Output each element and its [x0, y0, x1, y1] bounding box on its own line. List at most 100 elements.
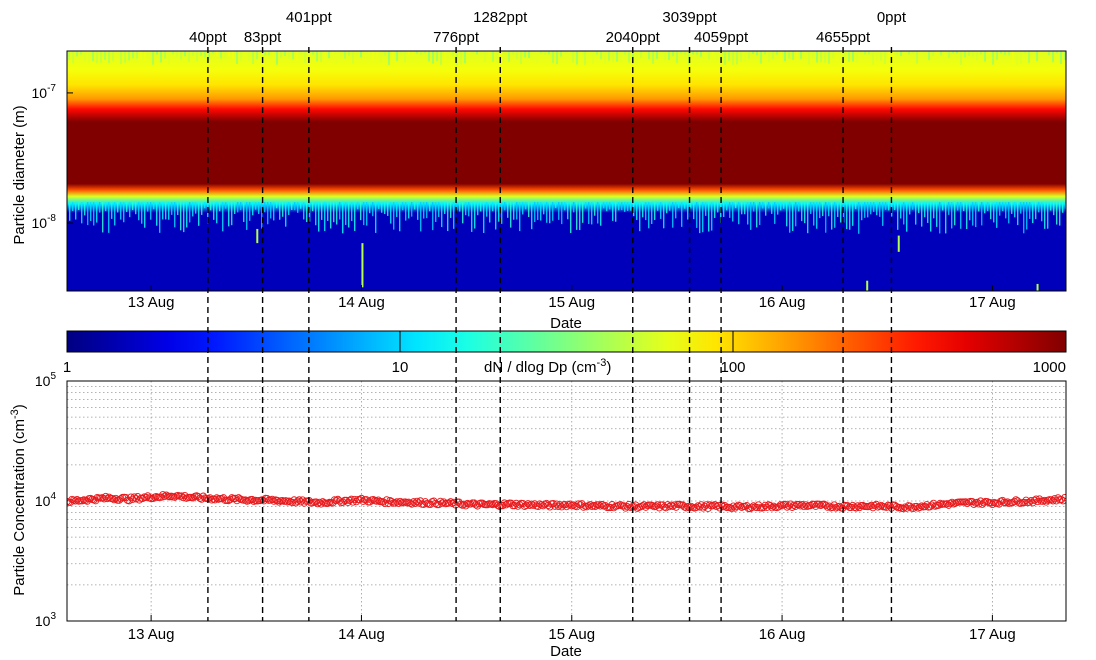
- heatmap-spike: [825, 201, 827, 233]
- heatmap-top-noise: [516, 51, 518, 60]
- heatmap-spike: [885, 201, 887, 210]
- heatmap-spike: [450, 201, 452, 218]
- heatmap-spike: [396, 201, 398, 217]
- heatmap-spike: [201, 201, 203, 215]
- heatmap-top-noise: [1020, 51, 1022, 64]
- heatmap-spike: [627, 201, 629, 211]
- heatmap-spike: [624, 201, 626, 212]
- heatmap-spike: [84, 201, 86, 216]
- heatmap-spike: [537, 201, 539, 221]
- heatmap-spike: [618, 201, 620, 211]
- heatmap-spike: [417, 201, 419, 220]
- heatmap-spike: [351, 201, 353, 222]
- heatmap-top-noise: [212, 51, 214, 54]
- scatter-point: [406, 499, 414, 507]
- heatmap-x-axis-label: Date: [550, 315, 582, 332]
- heatmap-spike: [114, 201, 116, 226]
- heatmap-top-noise: [572, 51, 574, 63]
- scatter-point: [102, 492, 110, 501]
- scatter-point: [847, 503, 855, 512]
- heatmap-top-noise: [720, 51, 722, 62]
- heatmap-spike: [840, 201, 842, 223]
- heatmap-spike: [714, 201, 716, 218]
- heatmap-spike: [816, 201, 818, 229]
- scatter-y-tick-mantissa: 10: [35, 493, 51, 509]
- heatmap-spike: [510, 201, 512, 228]
- heatmap-spike: [204, 201, 206, 209]
- heatmap-spike: [687, 201, 689, 220]
- heatmap-top-noise: [620, 51, 622, 63]
- heatmap-top-noise: [96, 51, 98, 64]
- heatmap-spike: [507, 201, 509, 218]
- event-marker-label: 4059ppt: [694, 29, 749, 46]
- heatmap-top-noise: [812, 51, 814, 59]
- heatmap-spike: [1035, 201, 1037, 220]
- heatmap-top-noise: [944, 51, 946, 55]
- heatmap-spike: [333, 201, 335, 223]
- heatmap-top-noise: [848, 51, 850, 62]
- heatmap-top-noise: [92, 51, 94, 62]
- heatmap-top-noise: [840, 51, 842, 55]
- heatmap-x-tick-label: 14 Aug: [338, 294, 385, 311]
- heatmap-spike: [498, 201, 500, 222]
- scatter-point: [374, 496, 382, 504]
- heatmap-top-noise: [724, 51, 726, 65]
- heatmap-spike: [558, 201, 560, 220]
- heatmap-spike: [336, 201, 338, 225]
- heatmap-spike: [1017, 201, 1019, 226]
- heatmap-spike: [735, 201, 737, 209]
- scatter-point: [369, 495, 377, 504]
- heatmap-x-tick-label: 13 Aug: [128, 294, 175, 311]
- heatmap-spike: [321, 201, 323, 220]
- scatter-point: [727, 504, 736, 513]
- heatmap-spike: [135, 201, 137, 215]
- colorbar-label-close: ): [606, 359, 611, 376]
- heatmap-top-noise: [864, 51, 866, 55]
- heatmap-top-noise: [320, 51, 322, 62]
- heatmap-spike: [153, 201, 155, 210]
- heatmap-top-noise: [752, 51, 754, 54]
- heatmap-spike: [771, 201, 773, 214]
- scatter-point: [934, 501, 943, 509]
- heatmap-spike: [948, 201, 950, 215]
- heatmap-top-noise: [876, 51, 878, 61]
- heatmap-top-noise: [1048, 51, 1050, 56]
- scatter-point: [112, 494, 120, 503]
- heatmap-spike: [642, 201, 644, 218]
- scatter-frame: [66, 380, 1067, 622]
- heatmap-spike: [453, 201, 455, 229]
- heatmap-top-noise: [416, 51, 418, 54]
- heatmap-top-noise: [248, 51, 250, 62]
- scatter-y-tick-label: 103: [35, 611, 57, 629]
- heatmap-spike: [585, 201, 587, 209]
- heatmap-top-noise: [444, 51, 446, 62]
- scatter-point: [556, 501, 564, 509]
- heatmap-spike: [1023, 201, 1025, 234]
- heatmap-spike: [231, 201, 233, 226]
- scatter-point: [396, 497, 404, 506]
- scatter-point: [108, 495, 117, 503]
- heatmap-spike: [702, 201, 704, 233]
- heatmap-top-noise: [548, 51, 550, 55]
- scatter-point: [579, 503, 588, 511]
- scatter-point: [918, 502, 926, 510]
- heatmap-spike: [897, 201, 899, 230]
- heatmap-top-noise: [692, 51, 694, 55]
- heatmap-spike: [309, 201, 311, 222]
- scatter-point: [248, 495, 256, 504]
- heatmap-spike: [99, 201, 101, 213]
- heatmap-top-noise: [428, 51, 430, 62]
- heatmap-spike: [834, 201, 836, 228]
- heatmap-spike: [222, 201, 224, 232]
- heatmap-top-noise: [288, 51, 290, 59]
- heatmap-top-noise: [540, 51, 542, 54]
- heatmap-spike: [501, 201, 503, 224]
- heatmap-spike: [789, 201, 791, 233]
- heatmap-top-noise: [420, 51, 422, 55]
- heatmap-top-noise: [280, 51, 282, 59]
- heatmap-spike: [522, 201, 524, 215]
- heatmap-spike: [441, 201, 443, 228]
- colorbar-label-base: dN / dlog Dp (cm: [484, 359, 597, 376]
- heatmap-spike: [123, 201, 125, 223]
- heatmap-spike: [339, 201, 341, 220]
